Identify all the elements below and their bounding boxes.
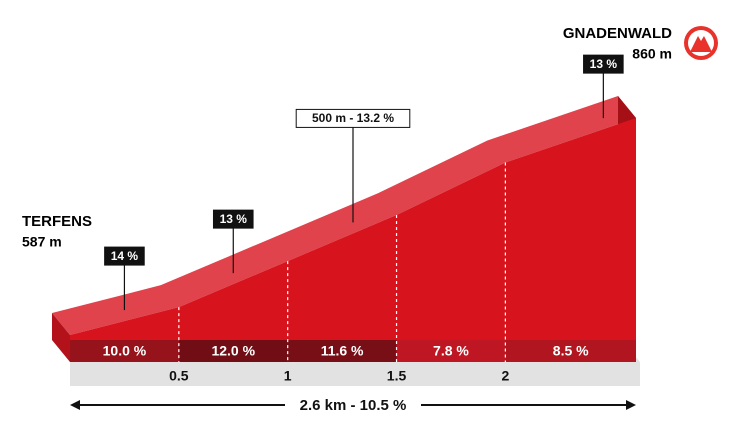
gradient-band	[178, 340, 288, 362]
start-name: TERFENS	[22, 213, 92, 230]
gradient-label: 10.0 %	[103, 343, 147, 359]
annotation-label: 13 %	[590, 57, 618, 71]
annotation-label: 14 %	[111, 249, 139, 263]
end-face	[52, 313, 70, 362]
annotation-label: 13 %	[220, 212, 248, 226]
summary: 2.6 km - 10.5 %	[300, 397, 407, 414]
x-tick-label: 1.5	[387, 368, 407, 384]
gradient-band	[505, 340, 636, 362]
x-tick-label: 2	[501, 368, 509, 384]
annotation-label: 500 m - 13.2 %	[312, 111, 394, 125]
arrow-head	[626, 400, 636, 410]
summit-icon	[684, 26, 718, 60]
gradient-band	[70, 340, 179, 362]
annotation-box	[104, 246, 145, 266]
profile-front	[70, 118, 636, 362]
gradient-label: 7.8 %	[433, 343, 469, 359]
gradient-label: 12.0 %	[211, 343, 255, 359]
top-surface	[52, 96, 636, 335]
annotation-box	[295, 108, 411, 128]
start-elevation: 587 m	[22, 234, 62, 250]
gradient-band	[396, 340, 506, 362]
arrow-head	[70, 400, 80, 410]
x-tick-label: 0.5	[169, 368, 189, 384]
gradient-band	[287, 340, 397, 362]
gradient-label: 8.5 %	[553, 343, 589, 359]
finish-name: GNADENWALD	[563, 25, 672, 42]
finish-elevation: 860 m	[632, 46, 672, 62]
summary-bg	[285, 395, 421, 415]
annotation-box	[212, 209, 254, 229]
x-tick-label: 1	[284, 368, 292, 384]
annotation-box	[583, 54, 624, 74]
gradient-label: 11.6 %	[321, 343, 364, 359]
